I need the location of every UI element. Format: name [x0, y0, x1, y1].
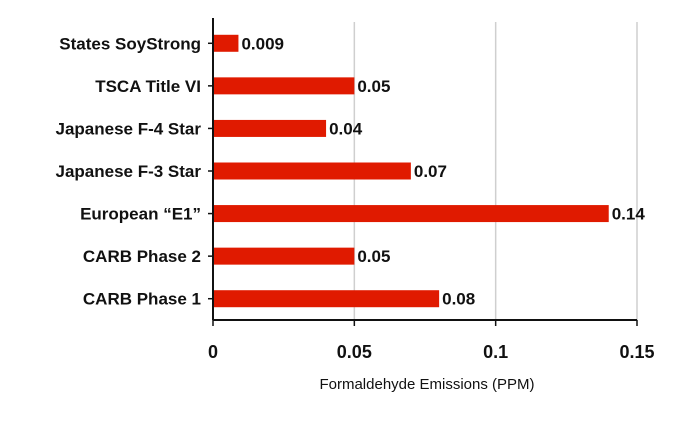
axes: [208, 18, 638, 326]
bars: [213, 34, 609, 308]
category-label: Japanese F-3 Star: [55, 162, 201, 181]
bar: [213, 162, 411, 180]
category-labels: States SoyStrong TSCA Title VI Japanese F-…: [55, 34, 201, 308]
category-label: CARB Phase 1: [83, 290, 201, 309]
x-tick-labels: 0 0.05 0.1 0.15: [208, 342, 655, 362]
category-label: States SoyStrong: [59, 34, 201, 53]
data-label: 0.14: [612, 205, 646, 224]
data-label: 0.009: [241, 34, 284, 53]
data-label: 0.05: [357, 77, 390, 96]
category-label: CARB Phase 2: [83, 247, 201, 266]
bar: [213, 119, 327, 137]
data-label: 0.05: [357, 247, 390, 266]
bar: [213, 77, 355, 95]
x-tick-label: 0.05: [337, 342, 372, 362]
value-labels: 0.009 0.05 0.04 0.07 0.14 0.05 0.08: [241, 34, 645, 308]
data-label: 0.08: [442, 290, 475, 309]
x-tick-label: 0: [208, 342, 218, 362]
data-label: 0.04: [329, 119, 363, 138]
data-label: 0.07: [414, 162, 447, 181]
x-tick-label: 0.1: [483, 342, 508, 362]
bar: [213, 247, 355, 265]
category-label: TSCA Title VI: [95, 77, 201, 96]
category-label: Japanese F-4 Star: [55, 119, 201, 138]
bar: [213, 290, 440, 308]
x-tick-label: 0.15: [619, 342, 654, 362]
bar: [213, 205, 609, 223]
category-label: European “E1”: [80, 205, 201, 224]
bar: [213, 34, 239, 52]
x-axis-title: Formaldehyde Emissions (PPM): [319, 376, 534, 393]
